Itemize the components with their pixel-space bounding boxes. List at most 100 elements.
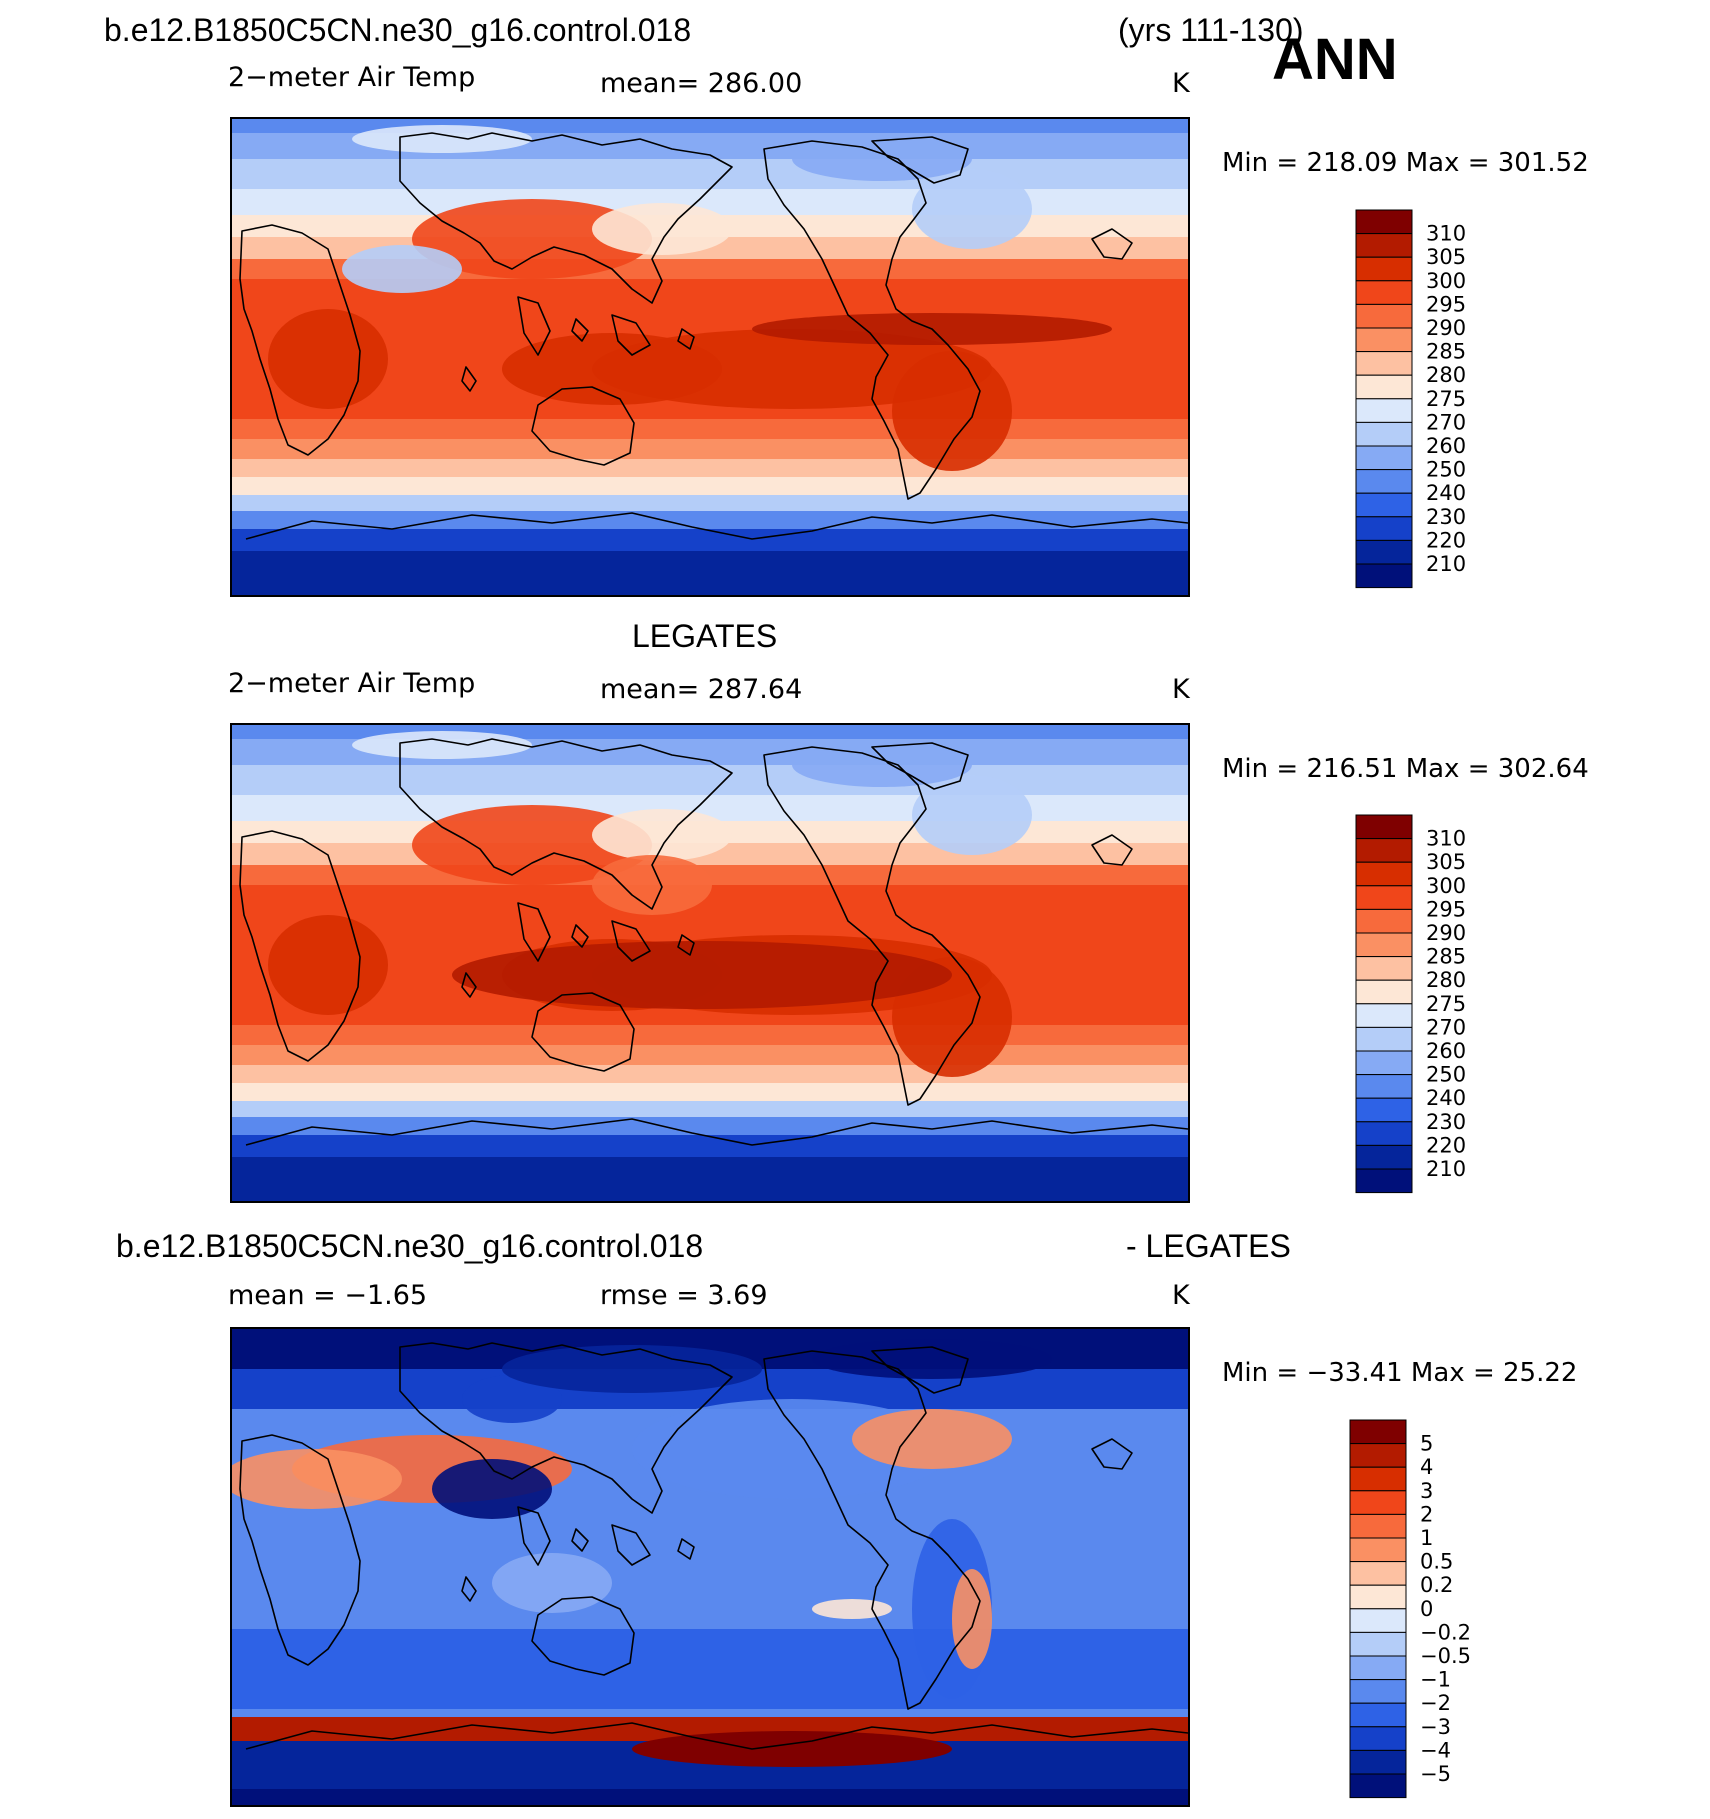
colorbar-swatch	[1355, 351, 1413, 376]
contour-band	[232, 1065, 1188, 1083]
coastline	[763, 140, 981, 500]
coastline	[871, 1346, 969, 1394]
years-label: (yrs 111-130)	[1118, 12, 1304, 48]
colorbar-label: 4	[1420, 1455, 1433, 1479]
coastline	[871, 136, 969, 184]
colorbar-label: 305	[1426, 850, 1466, 874]
contour-band	[232, 1489, 1188, 1629]
colorbar-swatch	[1355, 1121, 1413, 1146]
panel3-title-left: b.e12.B1850C5CN.ne30_g16.control.018	[116, 1228, 704, 1264]
colorbar-swatch	[1355, 1144, 1413, 1170]
colorbar-swatch	[1355, 1003, 1413, 1028]
contour-blob	[892, 351, 1012, 471]
coastline	[1091, 1438, 1133, 1470]
colorbar-swatch	[1355, 1074, 1413, 1099]
colorbar-label: 260	[1426, 1039, 1466, 1063]
colorbar-swatch	[1355, 1097, 1413, 1123]
colorbar-label: 260	[1426, 434, 1466, 458]
panel1-variable: 2−meter Air Temp	[228, 62, 476, 93]
panel2-map-canvas	[232, 725, 1188, 1201]
colorbar-swatch	[1349, 1537, 1407, 1563]
colorbar-label: 300	[1426, 874, 1466, 898]
colorbar-label: −4	[1420, 1738, 1451, 1762]
contour-blob	[232, 1449, 402, 1509]
colorbar-swatch	[1349, 1631, 1407, 1657]
contour-blob	[792, 743, 972, 787]
colorbar-label: 275	[1426, 387, 1466, 411]
colorbar-swatch	[1355, 256, 1413, 282]
coastline	[245, 1118, 1188, 1146]
colorbar-swatch	[1349, 1608, 1407, 1633]
coastline	[517, 1506, 551, 1566]
contour-band	[232, 551, 1188, 595]
colorbar-swatch	[1355, 469, 1413, 494]
contour-band	[232, 459, 1188, 477]
colorbar-swatch	[1355, 516, 1413, 541]
colorbar-label: 5	[1420, 1432, 1433, 1456]
coastline	[461, 366, 477, 392]
colorbar-swatch	[1349, 1443, 1407, 1468]
contour-band	[232, 419, 1188, 439]
coastline	[677, 328, 695, 350]
contour-blob	[432, 1459, 552, 1519]
colorbar-label: 310	[1426, 222, 1466, 246]
coastline	[1091, 834, 1133, 866]
coastline	[517, 902, 551, 962]
contour-band	[232, 495, 1188, 511]
colorbar-label: −2	[1420, 1691, 1451, 1715]
contour-band	[232, 529, 1188, 551]
panel3-rmse: rmse = 3.69	[600, 1280, 768, 1311]
colorbar-label: 2	[1420, 1502, 1433, 1526]
panel2-mean: mean= 287.64	[600, 674, 803, 705]
coastline	[571, 1528, 589, 1552]
colorbar-swatch	[1349, 1702, 1407, 1728]
contour-band	[232, 1025, 1188, 1045]
contour-band	[232, 439, 1188, 459]
contour-band	[232, 477, 1188, 495]
colorbar-swatch	[1355, 838, 1413, 863]
coastline	[399, 1342, 733, 1514]
colorbar-swatch	[1355, 280, 1413, 305]
colorbar-swatch	[1355, 932, 1413, 958]
colorbar-label: 295	[1426, 292, 1466, 316]
colorbar-label: 305	[1426, 245, 1466, 269]
coastline	[531, 386, 635, 466]
contour-blob	[912, 775, 1032, 855]
coastline	[611, 920, 651, 962]
coastline	[871, 742, 969, 790]
panel2-map	[230, 723, 1190, 1203]
coastline	[763, 1350, 981, 1710]
colorbar-label: −5	[1420, 1762, 1451, 1786]
panel3-minmax: Min = −33.41 Max = 25.22	[1222, 1358, 1578, 1388]
colorbar-swatch	[1349, 1513, 1407, 1539]
coastline	[245, 512, 1188, 540]
panel2-title: LEGATES	[632, 618, 778, 654]
panel2-variable: 2−meter Air Temp	[228, 668, 476, 699]
colorbar-label: 285	[1426, 340, 1466, 364]
coastline	[571, 318, 589, 342]
colorbar-label: 3	[1420, 1479, 1433, 1503]
coastline	[239, 830, 361, 1062]
colorbar-swatch	[1355, 885, 1413, 910]
colorbar-swatch	[1355, 303, 1413, 329]
contour-blob	[592, 203, 732, 255]
panel2-units: K	[1172, 674, 1190, 705]
colorbar-swatch	[1349, 1726, 1407, 1751]
colorbar-swatch	[1355, 233, 1413, 258]
panel3-mean: mean = −1.65	[228, 1280, 428, 1311]
colorbar-label: 310	[1426, 827, 1466, 851]
contour-blob	[342, 245, 462, 293]
contour-blob	[812, 1339, 1052, 1379]
case-title: b.e12.B1850C5CN.ne30_g16.control.018	[104, 12, 692, 48]
colorbar-label: 230	[1426, 505, 1466, 529]
contour-blob	[352, 125, 532, 153]
coastline	[571, 924, 589, 948]
colorbar-swatch	[1355, 492, 1413, 518]
contour-blob	[912, 169, 1032, 249]
colorbar-swatch	[1355, 1026, 1413, 1052]
contour-blob	[502, 333, 722, 405]
contour-blob	[502, 1345, 762, 1393]
colorbar-label: 285	[1426, 945, 1466, 969]
coastline	[677, 934, 695, 956]
contour-band	[232, 1117, 1188, 1135]
